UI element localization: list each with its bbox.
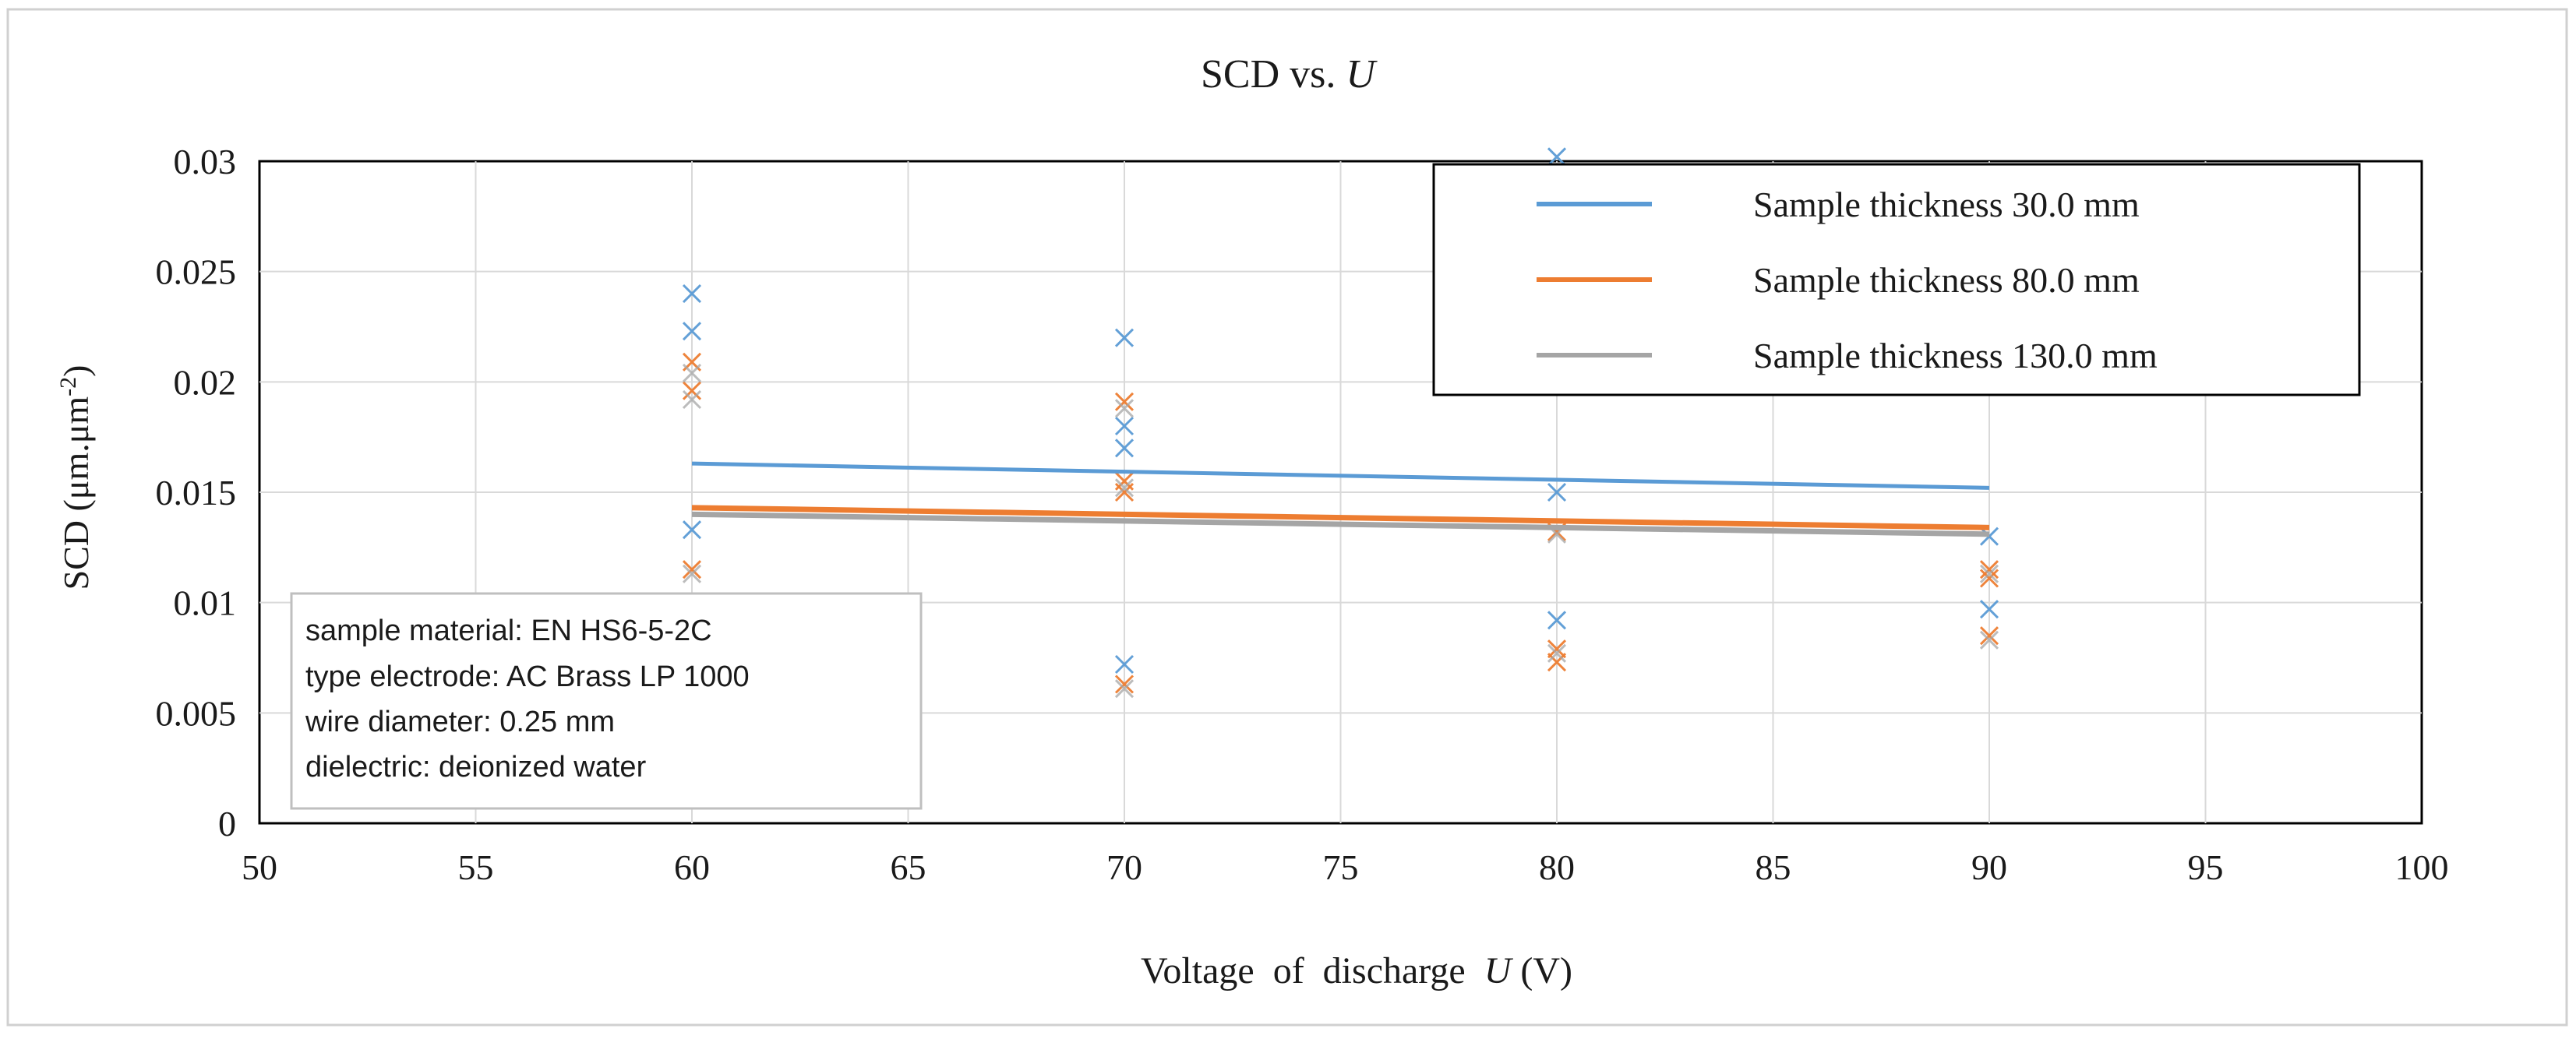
legend-label-130mm: Sample thickness 130.0 mm (1753, 336, 2158, 375)
data-point (682, 363, 702, 383)
legend-label-80mm: Sample thickness 80.0 mm (1753, 260, 2140, 300)
x-tick-label: 70 (1106, 847, 1142, 887)
legend: Sample thickness 30.0 mm Sample thicknes… (1432, 163, 2361, 396)
data-point (1114, 438, 1134, 458)
y-tick-label: 0 (218, 804, 236, 844)
annotation-frame (290, 592, 923, 810)
y-axis-label-main: SCD (μm.μm (56, 396, 96, 590)
trend-line (691, 461, 1990, 490)
y-tick-label: 0.03 (174, 142, 237, 181)
data-point (1114, 482, 1134, 502)
y-tick-label: 0.015 (156, 473, 237, 512)
y-axis-label-sup: -2 (55, 377, 81, 396)
annotation-box: sample material: EN HS6-5-2C type electr… (290, 592, 923, 810)
x-tick-label: 60 (674, 847, 710, 887)
data-point (682, 389, 702, 410)
data-point (1114, 654, 1134, 674)
data-point (1979, 626, 1999, 646)
legend-label-30mm: Sample thickness 30.0 mm (1753, 185, 2140, 224)
x-axis-label: Voltage of discharge U (V) (1141, 950, 1572, 991)
trend-line (691, 505, 1990, 530)
data-point (1979, 564, 1999, 583)
annotation-line-4: dielectric: deionized water (305, 751, 647, 784)
y-tick-label: 0.01 (174, 583, 237, 623)
y-tick-label: 0.005 (156, 693, 237, 733)
data-point (1114, 674, 1134, 694)
data-point (1979, 527, 1999, 546)
data-point (1114, 679, 1134, 699)
data-point (1547, 611, 1567, 630)
y-axis-label-close: ) (56, 365, 96, 376)
data-point (1979, 600, 1999, 619)
data-point (1547, 482, 1567, 502)
data-point (682, 322, 702, 341)
annotation-line-3: wire diameter: 0.25 mm (305, 706, 615, 738)
y-axis-label: SCD (μm.μm-2) (55, 365, 97, 590)
x-tick-label: 75 (1323, 847, 1359, 887)
y-tick-label: 0.02 (174, 362, 237, 402)
data-point (1114, 392, 1134, 411)
trend-line (691, 511, 1990, 537)
x-tick-label: 95 (2188, 847, 2224, 887)
x-tick-label: 85 (1756, 847, 1791, 887)
chart-title: SCD vs. U (1201, 52, 1378, 97)
data-point (1547, 643, 1567, 663)
x-tick-label: 80 (1539, 847, 1575, 887)
data-point (1979, 630, 1999, 650)
chart-title-var: U (1346, 52, 1378, 97)
data-point (1114, 399, 1134, 418)
x-tick-label: 65 (891, 847, 926, 887)
data-point (682, 560, 702, 579)
trend-lines (691, 461, 1990, 537)
x-axis-label-prefix: Voltage of discharge (1141, 950, 1484, 991)
annotation-line-2: type electrode: AC Brass LP 1000 (305, 660, 750, 693)
data-point (682, 520, 702, 540)
x-tick-label: 55 (458, 847, 494, 887)
data-point (1114, 328, 1134, 347)
annotation-line-1: sample material: EN HS6-5-2C (305, 615, 712, 647)
data-point (1547, 653, 1567, 672)
chart-title-text: SCD vs. (1201, 52, 1346, 97)
data-point (682, 381, 702, 400)
tick-labels: 50 55 60 65 70 75 80 85 90 95 100 0 0.005 0.01 0.015 0.… (156, 142, 2449, 887)
x-tick-label: 50 (242, 847, 277, 887)
y-tick-label: 0.025 (156, 252, 237, 292)
data-point (682, 284, 702, 304)
data-point (1547, 147, 1567, 167)
data-point (1547, 639, 1567, 659)
x-tick-label: 100 (2395, 847, 2449, 887)
x-tick-label: 90 (1971, 847, 2007, 887)
data-point (1114, 478, 1134, 498)
data-point (1979, 569, 1999, 588)
data-point (1114, 416, 1134, 436)
data-point (682, 564, 702, 583)
data-points (682, 147, 1999, 699)
data-point (1979, 560, 1999, 579)
x-axis-label-var: U (1484, 950, 1514, 991)
x-axis-label-suffix: (V) (1511, 950, 1572, 991)
